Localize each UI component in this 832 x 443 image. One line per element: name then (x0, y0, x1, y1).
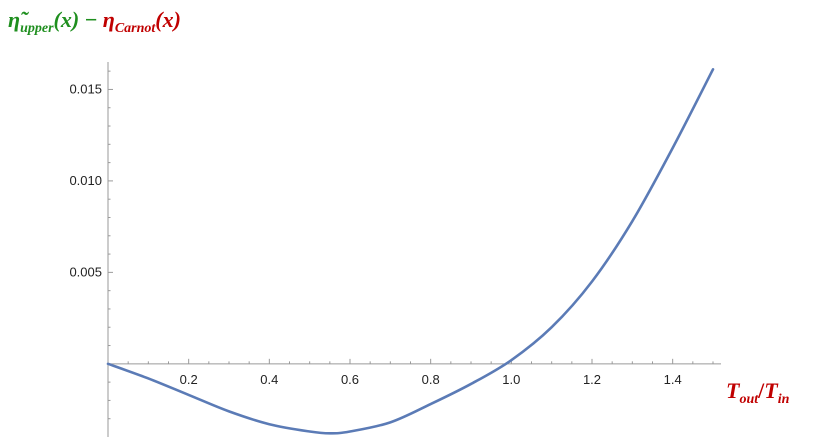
x-tick-label: 0.2 (180, 372, 198, 387)
x-tick-label: 1.4 (664, 372, 682, 387)
x-label-sep: / (757, 378, 765, 403)
title-green-sub: upper (20, 21, 54, 36)
x-axis-label: Tout/Tin (726, 378, 790, 407)
x-tick-label: 0.6 (341, 372, 359, 387)
title-green-arg: (x) (54, 7, 80, 32)
axes (107, 62, 721, 437)
x-tick-label: 1.0 (502, 372, 520, 387)
x-tick-label: 0.4 (260, 372, 278, 387)
x-label-den: T (764, 378, 779, 403)
title-red-arg: (x) (155, 7, 181, 32)
x-tick-label: 0.8 (422, 372, 440, 387)
x-label-num-sub: out (739, 392, 759, 407)
chart-title: η̃upper(x) − ηCarnot(x) (8, 7, 181, 36)
title-minus: − (79, 7, 103, 32)
x-label-num: T (726, 378, 741, 403)
y-tick-label: 0.015 (69, 81, 102, 96)
series-line (106, 68, 715, 435)
title-red-sub: Carnot (115, 21, 157, 36)
x-tick-label: 1.2 (583, 372, 601, 387)
title-red-symbol: η (103, 7, 115, 32)
x-label-den-sub: in (778, 392, 790, 407)
series-layer (106, 68, 715, 435)
y-tick-label: 0.010 (69, 173, 102, 188)
ticks: 0.2 0.4 0.6 0.8 1.0 1.2 1.4 0.005 0.010 0.015 (69, 70, 714, 420)
y-tick-label: 0.005 (69, 264, 102, 279)
